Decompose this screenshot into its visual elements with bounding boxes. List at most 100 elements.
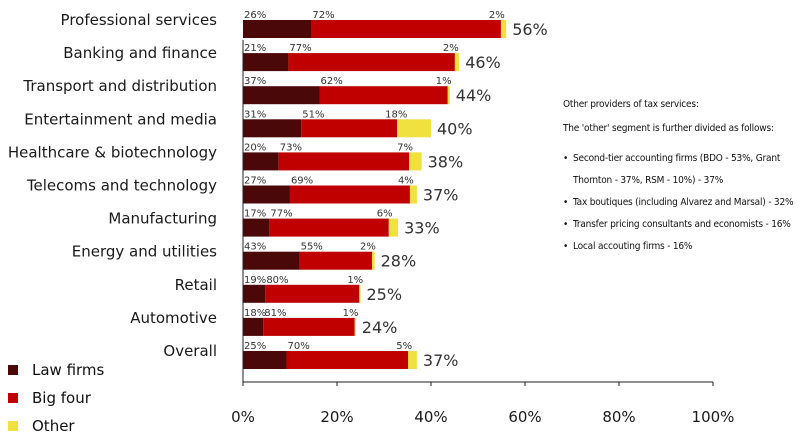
- bar-big-four-banking-and-finance: [288, 53, 455, 72]
- share-label-big-four-overall: 70%: [287, 341, 309, 352]
- share-label-big-four-entertainment-and-media: 51%: [302, 109, 324, 120]
- bar-other-retail: [359, 284, 361, 303]
- bar-big-four-overall: [286, 351, 409, 369]
- bar-big-four-healthcare-and-biotechnology: [278, 152, 410, 171]
- bar-other-banking-and-finance: [454, 53, 460, 72]
- bar-law-firms-healthcare-and-biotechnology: [243, 152, 279, 171]
- share-label-law-firms-professional-services: 26%: [244, 10, 266, 21]
- share-label-other-retail: 1%: [347, 275, 363, 286]
- total-label-entertainment-and-media: 40%: [437, 119, 473, 138]
- share-label-other-energy-and-utilities: 2%: [360, 242, 376, 253]
- category-label-automotive: Automotive: [130, 309, 217, 327]
- bar-law-firms-automotive: [243, 317, 264, 336]
- x-tick-label-80: 80%: [602, 408, 635, 426]
- category-label-retail: Retail: [175, 276, 217, 294]
- bar-other-energy-and-utilities: [371, 251, 375, 270]
- bar-law-firms-transport-and-distribution: [243, 86, 320, 105]
- legend-item-law-firms: Law firms: [8, 356, 104, 384]
- share-label-law-firms-healthcare-and-biotechnology: 20%: [244, 142, 266, 153]
- x-tick-label-0: 0%: [231, 408, 255, 426]
- notes-item: Tax boutiques (including Alvarez and Mar…: [563, 192, 795, 214]
- legend-item-other: Other: [8, 412, 104, 440]
- bar-big-four-transport-and-distribution: [319, 86, 448, 105]
- x-tick-label-100: 100%: [692, 408, 735, 426]
- bar-big-four-automotive: [263, 317, 355, 336]
- legend-swatch-other: [8, 421, 18, 431]
- category-label-manufacturing: Manufacturing: [108, 210, 217, 228]
- share-label-big-four-automotive: 81%: [264, 308, 286, 319]
- share-label-law-firms-banking-and-finance: 21%: [244, 43, 266, 54]
- share-label-other-professional-services: 2%: [489, 10, 505, 21]
- share-label-other-overall: 5%: [396, 341, 412, 352]
- other-providers-notes: Other providers of tax services: The 'ot…: [563, 98, 795, 258]
- legend-swatch-big-four: [8, 393, 18, 403]
- bar-law-firms-manufacturing: [243, 218, 270, 237]
- share-label-law-firms-retail: 19%: [244, 275, 266, 286]
- legend-swatch-law-firms: [8, 365, 18, 375]
- share-label-other-transport-and-distribution: 1%: [436, 76, 452, 87]
- category-label-transport-and-distribution: Transport and distribution: [22, 77, 217, 95]
- total-label-retail: 25%: [367, 285, 403, 304]
- x-tick-label-20: 20%: [320, 408, 353, 426]
- share-label-big-four-banking-and-finance: 77%: [289, 43, 311, 54]
- category-label-professional-services: Professional services: [61, 11, 218, 29]
- bar-law-firms-entertainment-and-media: [243, 119, 302, 138]
- bar-law-firms-retail: [243, 284, 266, 303]
- category-label-overall: Overall: [163, 342, 217, 360]
- share-label-big-four-professional-services: 72%: [312, 10, 334, 21]
- share-label-other-entertainment-and-media: 18%: [385, 109, 407, 120]
- share-label-law-firms-energy-and-utilities: 43%: [244, 242, 266, 253]
- bar-big-four-retail: [265, 284, 360, 303]
- total-label-transport-and-distribution: 44%: [456, 86, 492, 105]
- bar-law-firms-energy-and-utilities: [243, 251, 300, 270]
- category-label-healthcare-and-biotechnology: Healthcare & biotechnology: [8, 143, 217, 161]
- total-label-telecoms-and-technology: 37%: [423, 186, 459, 205]
- bar-other-entertainment-and-media: [397, 119, 431, 138]
- bar-big-four-energy-and-utilities: [299, 251, 372, 270]
- share-label-law-firms-telecoms-and-technology: 27%: [244, 176, 266, 187]
- share-label-other-healthcare-and-biotechnology: 7%: [397, 142, 413, 153]
- share-label-other-telecoms-and-technology: 4%: [398, 176, 414, 187]
- bar-law-firms-professional-services: [243, 20, 312, 38]
- legend-label-other: Other: [32, 417, 75, 435]
- bar-law-firms-overall: [243, 351, 287, 369]
- share-label-big-four-retail: 80%: [266, 275, 288, 286]
- bar-other-overall: [408, 351, 417, 369]
- total-label-manufacturing: 33%: [404, 219, 440, 238]
- share-label-big-four-manufacturing: 77%: [270, 209, 292, 220]
- total-label-energy-and-utilities: 28%: [381, 252, 417, 271]
- legend-label-law-firms: Law firms: [32, 361, 105, 379]
- notes-item: Second-tier accounting firms (BDO - 53%,…: [563, 148, 795, 192]
- bar-big-four-telecoms-and-technology: [289, 185, 410, 204]
- share-label-law-firms-transport-and-distribution: 37%: [244, 76, 266, 87]
- total-label-overall: 37%: [423, 351, 459, 370]
- bar-other-telecoms-and-technology: [409, 185, 417, 204]
- bar-big-four-professional-services: [311, 20, 501, 38]
- bar-other-transport-and-distribution: [447, 86, 450, 105]
- share-label-law-firms-entertainment-and-media: 31%: [244, 109, 266, 120]
- total-label-automotive: 24%: [362, 318, 398, 337]
- legend-item-big-four: Big four: [8, 384, 104, 412]
- bar-big-four-manufacturing: [269, 218, 389, 237]
- bar-other-healthcare-and-biotechnology: [409, 152, 422, 171]
- bar-other-professional-services: [500, 20, 507, 38]
- total-label-healthcare-and-biotechnology: 38%: [428, 152, 464, 171]
- category-label-energy-and-utilities: Energy and utilities: [72, 243, 217, 261]
- total-label-professional-services: 56%: [512, 20, 548, 39]
- share-label-big-four-healthcare-and-biotechnology: 73%: [280, 142, 302, 153]
- notes-item: Transfer pricing consultants and economi…: [563, 214, 795, 236]
- category-label-banking-and-finance: Banking and finance: [63, 44, 217, 62]
- category-label-entertainment-and-media: Entertainment and media: [24, 110, 217, 128]
- share-label-other-banking-and-finance: 2%: [443, 43, 459, 54]
- share-label-law-firms-overall: 25%: [244, 341, 266, 352]
- share-label-big-four-energy-and-utilities: 55%: [301, 242, 323, 253]
- bar-law-firms-telecoms-and-technology: [243, 185, 290, 204]
- bar-other-automotive: [354, 317, 356, 336]
- chart-legend: Law firms Big four Other: [8, 356, 104, 440]
- notes-title: Other providers of tax services:: [563, 99, 699, 110]
- notes-item: Local accouting firms - 16%: [563, 236, 795, 258]
- bar-other-manufacturing: [388, 218, 399, 237]
- bar-law-firms-banking-and-finance: [243, 53, 289, 72]
- bar-big-four-entertainment-and-media: [301, 119, 398, 138]
